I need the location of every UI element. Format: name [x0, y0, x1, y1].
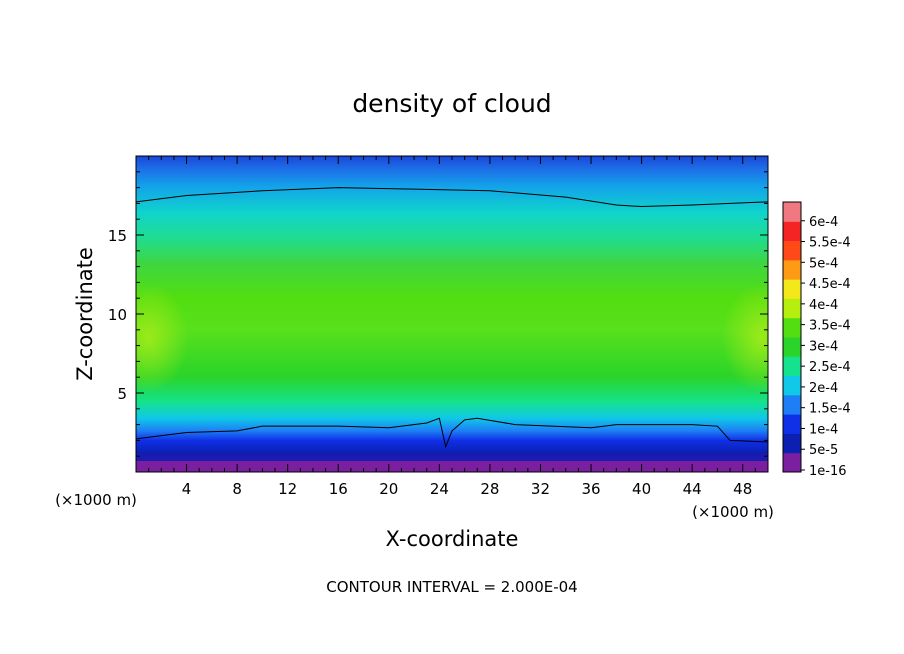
contour-interval-note: CONTOUR INTERVAL = 2.000E-04	[326, 578, 577, 596]
y-axis-label: Z-coordinate	[73, 247, 97, 381]
colorbar-swatch	[783, 414, 801, 434]
x-axis-label: X-coordinate	[386, 527, 519, 551]
colorbar-swatch	[783, 221, 801, 242]
x-tick-label: 48	[733, 480, 752, 498]
colorbar-label: 1.5e-4	[809, 402, 851, 417]
low-density-band	[136, 453, 768, 461]
x-tick-label: 8	[232, 480, 242, 498]
colorbar-label: 2.5e-4	[809, 360, 851, 375]
colorbar-label: 5e-4	[809, 256, 838, 271]
contour-lines	[136, 187, 768, 449]
colorbar-swatch	[783, 356, 801, 377]
y-tick-label: 15	[108, 227, 127, 245]
x-tick-label: 24	[430, 480, 449, 498]
colorbar: 1e-16 5e-5 1e-4 1.5e-4 2e-4 2.5e-4 3e-4 3.5e-4 4…	[782, 201, 851, 479]
colorbar-swatch	[783, 337, 801, 357]
x-tick-label: 20	[379, 480, 398, 498]
colorbar-swatch	[783, 240, 801, 261]
colorbar-swatch	[783, 259, 801, 280]
x-tick-label: 16	[329, 480, 348, 498]
colorbar-swatch	[783, 452, 801, 473]
colorbar-label: 4e-4	[809, 298, 838, 313]
contour-line-1	[136, 187, 768, 208]
colorbar-swatch	[783, 433, 801, 454]
colorbar-swatch	[783, 394, 801, 415]
colorbar-swatch	[783, 317, 801, 338]
colorbar-label: 6e-4	[809, 215, 838, 230]
x-axis-ticks: 4 8 12 16 20 24 28 32 36 40 44 48	[148, 156, 756, 498]
contour-line-2	[136, 417, 768, 449]
x-tick-label: 12	[278, 480, 297, 498]
colorbar-swatch	[783, 279, 801, 299]
colorbar-label: 5e-5	[809, 443, 838, 458]
x-tick-label: 44	[683, 480, 702, 498]
colorbar-label: 5.5e-4	[809, 236, 851, 251]
x-tick-label: 36	[581, 480, 600, 498]
colorbar-label: 1e-16	[809, 464, 847, 479]
density-maximum-left	[136, 282, 189, 393]
y-axis-ticks: 5 10 15	[108, 171, 768, 457]
colorbar-label: 3e-4	[809, 339, 838, 354]
plot-area	[136, 156, 768, 472]
y-axis-unit: (×1000 m)	[55, 491, 137, 509]
y-tick-label: 10	[108, 306, 127, 324]
x-axis-unit: (×1000 m)	[692, 503, 774, 521]
colorbar-swatch	[783, 298, 801, 319]
colorbar-label: 1e-4	[809, 422, 838, 437]
low-density-base	[136, 460, 768, 472]
colorbar-label: 2e-4	[809, 381, 838, 396]
colorbar-swatch	[783, 202, 801, 222]
density-maximum-right	[721, 282, 768, 393]
colorbar-swatch	[783, 375, 801, 396]
x-tick-label: 32	[531, 480, 550, 498]
colorbar-label: 3.5e-4	[809, 319, 851, 334]
colorbar-label: 4.5e-4	[809, 277, 851, 292]
y-tick-label: 5	[117, 385, 127, 403]
chart-title: density of cloud	[352, 89, 551, 118]
x-tick-label: 28	[480, 480, 499, 498]
colorbar-frame	[782, 201, 802, 473]
x-tick-label: 40	[632, 480, 651, 498]
density-field	[136, 156, 768, 472]
x-tick-label: 4	[182, 480, 192, 498]
